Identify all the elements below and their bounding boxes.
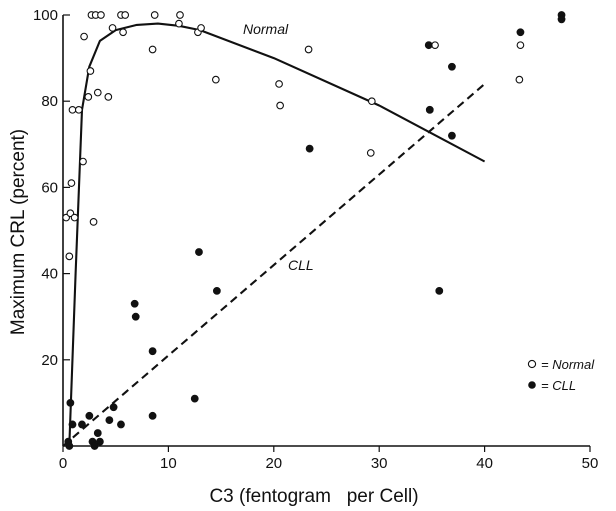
point-normal [366, 149, 375, 157]
point-normal [104, 93, 113, 101]
point-cll [130, 299, 139, 308]
axes [62, 15, 590, 447]
point-cll [195, 248, 203, 256]
point-cll [93, 429, 102, 437]
point-normal [108, 24, 117, 32]
point-cll [68, 420, 77, 429]
legend: = Normal = CLL [527, 357, 595, 393]
point-cll [190, 394, 199, 403]
point-normal [121, 11, 130, 19]
legend-marker-normal [527, 359, 537, 369]
fit-lines [62, 22, 486, 447]
point-cll [557, 15, 566, 24]
point-normal [304, 45, 313, 54]
point-cll [105, 416, 114, 425]
point-normal [275, 80, 283, 88]
x-tick-label: 10 [160, 455, 177, 472]
point-cll [424, 41, 433, 50]
point-cll [516, 28, 525, 37]
y-tick-label: 80 [41, 93, 58, 110]
point-normal [431, 41, 439, 50]
x-axis-ticks: 0 10 20 30 40 50 [59, 446, 599, 472]
x-tick-label: 50 [582, 455, 599, 472]
fit-line-cll [62, 83, 486, 447]
point-normal [70, 213, 79, 222]
point-cll [109, 403, 118, 412]
point-cll [425, 105, 434, 114]
data-points [62, 11, 566, 450]
legend-label-normal: = Normal [541, 357, 595, 372]
legend-marker-cll [528, 381, 536, 389]
point-normal [74, 105, 83, 114]
point-normal [93, 88, 102, 97]
y-tick-label: 60 [41, 179, 58, 196]
point-cll [117, 420, 125, 429]
point-cll [131, 312, 140, 321]
point-cll [148, 411, 157, 420]
point-normal [211, 75, 220, 84]
point-normal [176, 11, 184, 19]
point-cll [90, 442, 99, 450]
point-normal [367, 97, 376, 106]
y-axis-ticks: 20 40 60 80 100 [33, 7, 70, 369]
annotation-cll: CLL [288, 257, 314, 273]
x-tick-label: 30 [371, 455, 388, 472]
annotation-normal: Normal [243, 21, 289, 37]
point-cll [448, 131, 456, 140]
point-normal [516, 41, 525, 50]
x-tick-label: 40 [476, 455, 493, 472]
x-tick-label: 20 [265, 455, 282, 472]
point-normal [97, 11, 105, 19]
point-normal [276, 101, 284, 110]
y-axis-title: Maximum CRL (percent) [8, 129, 29, 335]
x-axis-title: C3 (fentogram per Cell) [209, 486, 418, 507]
point-normal [79, 157, 87, 166]
point-cll [448, 62, 456, 71]
point-normal [150, 11, 159, 19]
point-cll [85, 411, 94, 420]
point-normal [197, 24, 205, 32]
point-normal [89, 218, 98, 226]
point-cll [65, 442, 74, 450]
point-normal [84, 93, 93, 101]
point-normal [67, 179, 76, 187]
point-cll [66, 398, 75, 407]
x-tick-label: 0 [59, 455, 67, 472]
y-tick-label: 100 [33, 7, 58, 24]
point-normal [65, 252, 74, 261]
legend-label-cll: = CLL [541, 378, 576, 393]
point-normal [515, 75, 524, 84]
point-normal [119, 28, 127, 37]
point-cll [148, 347, 157, 356]
point-cll [78, 420, 86, 429]
point-normal [175, 19, 183, 28]
y-tick-label: 20 [41, 352, 58, 369]
point-cll [435, 286, 444, 295]
point-normal [86, 67, 95, 75]
y-tick-label: 40 [41, 266, 58, 283]
point-normal [68, 105, 77, 114]
point-normal [148, 45, 157, 54]
point-cll [305, 144, 314, 153]
point-cll [95, 437, 104, 446]
point-normal [80, 32, 88, 41]
point-cll [212, 286, 221, 295]
